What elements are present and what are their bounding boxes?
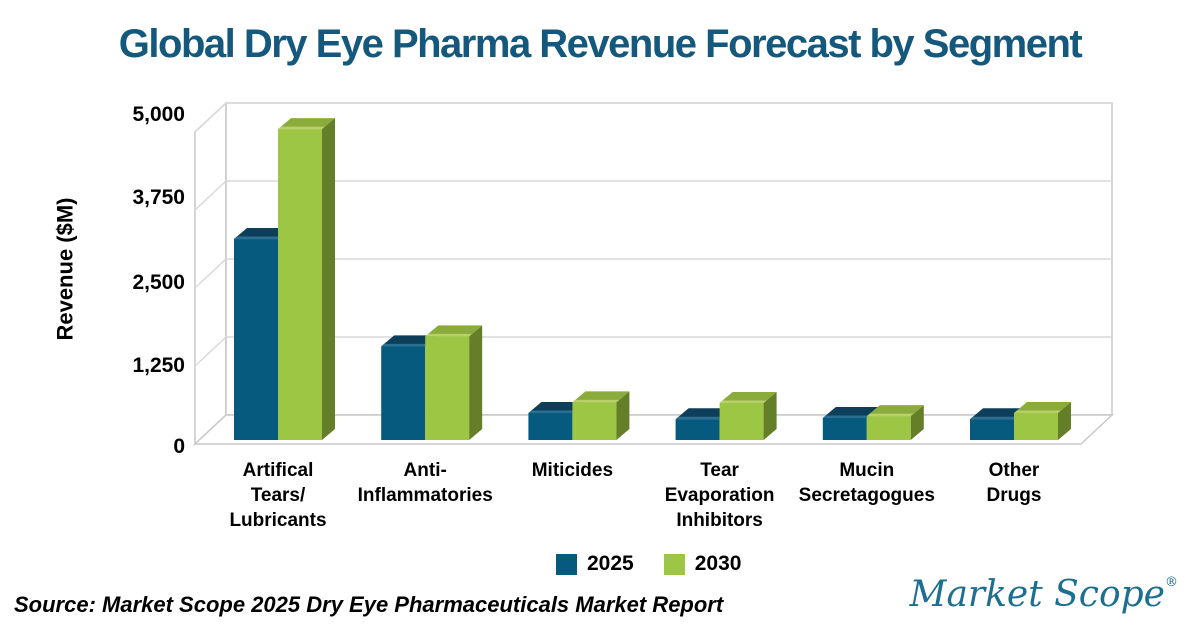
market-scope-logo: Market Scope® [910, 574, 1178, 615]
gridline-side [194, 258, 227, 289]
bar-2025-6-top [970, 408, 1027, 420]
bar-2030-2-top [425, 325, 483, 337]
bar-2030-3-top [572, 391, 630, 403]
legend: 2025 2030 [556, 552, 741, 576]
bar-2030-6-side [1058, 401, 1071, 440]
bar-2025-3-front [528, 412, 573, 440]
bar-2030-5-side [910, 405, 924, 440]
bar-2030-2-side [469, 325, 483, 440]
bar-2030-2-top-edge [425, 333, 473, 337]
x-category-label-3: Miticides [531, 460, 614, 481]
bar-2030-3-side [616, 391, 630, 440]
bar-2030-6-top [1014, 401, 1071, 413]
bar-2030-4-top-edge [719, 400, 767, 403]
bar-2030-5-front [866, 416, 911, 440]
bar-2025-3-top-edge [528, 410, 576, 413]
bar-2030-4-front [719, 402, 764, 440]
bar-2025-3-top [528, 401, 586, 413]
bar-2030-1-side [322, 118, 335, 440]
bar-2030-6-front [1014, 412, 1058, 440]
bar-2025-5-top [822, 407, 880, 419]
bar-2030-1-front [278, 129, 322, 440]
bar-2030-3-front [572, 402, 617, 440]
x-category-label-5: Mucin Secretagogues [798, 460, 935, 506]
y-tick-label-2500: 2,500 [132, 271, 185, 294]
bar-2025-4-top-edge [675, 416, 723, 420]
bar-2025-4-front [675, 419, 720, 440]
bar-2030-5-top-edge [866, 413, 914, 417]
bar-2030-2-front [425, 336, 470, 440]
bar-2025-2-top-edge [381, 343, 429, 347]
bar-2025-5-front [822, 418, 867, 440]
bar-2025-4-top [675, 408, 733, 420]
bar-2025-2-top [381, 335, 439, 347]
legend-item-2030: 2030 [663, 552, 742, 576]
bar-2030-4-side [763, 391, 777, 440]
legend-swatch-2030 [663, 553, 685, 575]
x-category-label-2: Anti- Inflammatories [357, 460, 493, 506]
bar-2030-3-top-edge [572, 399, 620, 403]
legend-label-2030: 2030 [694, 552, 742, 575]
legend-label-2025: 2025 [587, 552, 634, 575]
x-category-label-4: Tear Evaporation Inhibitors [664, 460, 775, 531]
y-tick-label-1250: 1,250 [132, 354, 185, 377]
bar-2030-4-top [719, 391, 777, 403]
source-note: Source: Market Scope 2025 Dry Eye Pharma… [14, 592, 724, 617]
bar-2025-6-top-edge [970, 416, 1017, 420]
bar-2025-1-front [234, 239, 278, 440]
bar-2030-5-top [866, 405, 924, 417]
bar-2025-5-top-edge [822, 415, 870, 419]
y-axis-title: Revenue ($M) [52, 197, 78, 341]
chart-title: Global Dry Eye Pharma Revenue Forecast b… [118, 22, 1083, 66]
y-tick-label-0: 0 [173, 435, 185, 458]
y-tick-label-3750: 3,750 [132, 186, 185, 209]
gridline-side [194, 336, 227, 367]
bar-2025-2-front [381, 346, 426, 440]
legend-item-2025: 2025 [556, 552, 634, 576]
bar-2025-1-top-edge [234, 236, 281, 240]
bar-2025-6-front [970, 419, 1014, 440]
gridline-side [194, 180, 227, 211]
bar-2030-6-top-edge [1014, 410, 1061, 413]
y-tick-label-5000: 5,000 [132, 103, 185, 126]
bar-2030-1-top [278, 118, 335, 130]
registered-trademark-icon: ® [1165, 575, 1178, 590]
logo-text: Market Scope [909, 574, 1165, 615]
bar-2025-1-top [234, 228, 291, 240]
bar-2030-1-top-edge [278, 126, 325, 130]
x-category-label-1: Artifical Tears/Lubricants [229, 460, 327, 531]
legend-swatch-2025 [556, 553, 577, 575]
x-category-label-6: Other Drugs [986, 460, 1042, 506]
gridline-side [194, 102, 227, 133]
